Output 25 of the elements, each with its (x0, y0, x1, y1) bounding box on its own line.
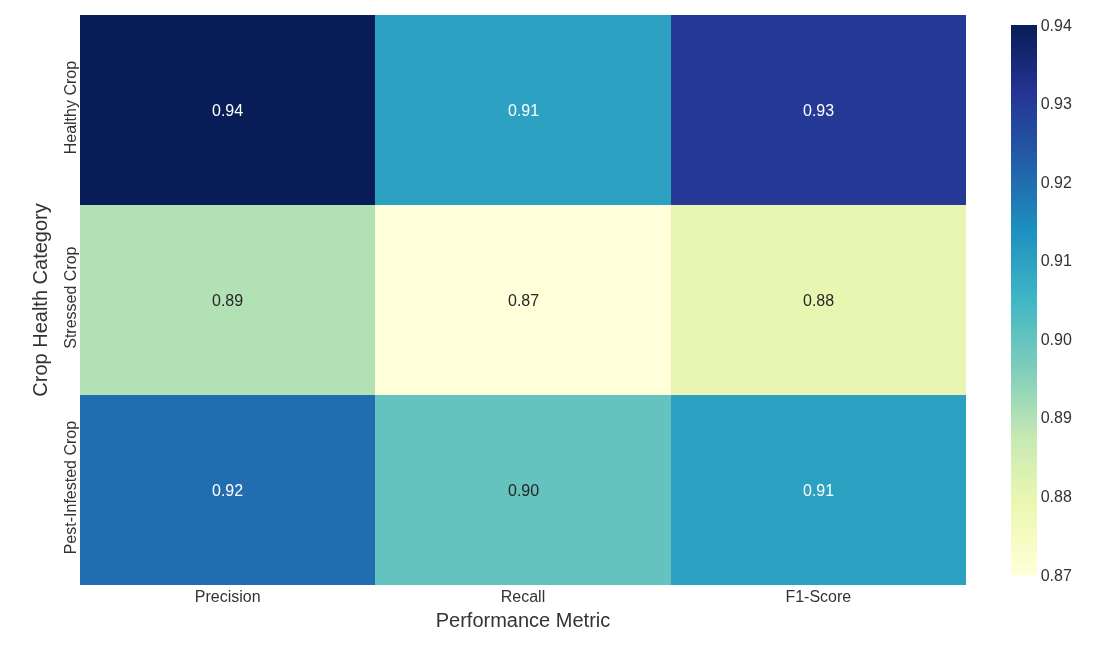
data-label: 0.90 (508, 482, 540, 499)
data-label: 0.94 (212, 102, 244, 119)
data-label: 0.92 (212, 482, 244, 499)
color-bar-label: 0.91 (1040, 252, 1072, 270)
y-axis-title: Crop Health Category (29, 203, 52, 397)
x-tick-label: Precision (194, 588, 261, 605)
color-bar-label: 0.87 (1040, 566, 1072, 584)
color-bar-label: 0.89 (1040, 409, 1072, 427)
y-tick-label: Stressed Crop (61, 246, 79, 349)
color-bar-label: 0.93 (1040, 95, 1072, 113)
y-tick-label: Healthy Crop (61, 60, 79, 155)
data-label: 0.93 (803, 102, 835, 119)
data-label: 0.88 (803, 292, 835, 309)
color-bar-label: 0.94 (1040, 16, 1072, 34)
color-bar-label: 0.88 (1040, 488, 1072, 506)
x-tick-label: F1-Score (785, 588, 852, 605)
y-tick-label: Pest-Infested Crop (61, 420, 79, 555)
data-label: 0.91 (508, 102, 540, 119)
data-label: 0.87 (508, 292, 540, 309)
data-label: 0.91 (803, 482, 835, 499)
color-bar-label: 0.92 (1040, 173, 1072, 191)
x-tick-label: Recall (500, 588, 546, 605)
x-axis-title: Performance Metric (435, 608, 611, 631)
data-label: 0.89 (212, 292, 244, 309)
color-bar-label: 0.90 (1040, 330, 1072, 348)
